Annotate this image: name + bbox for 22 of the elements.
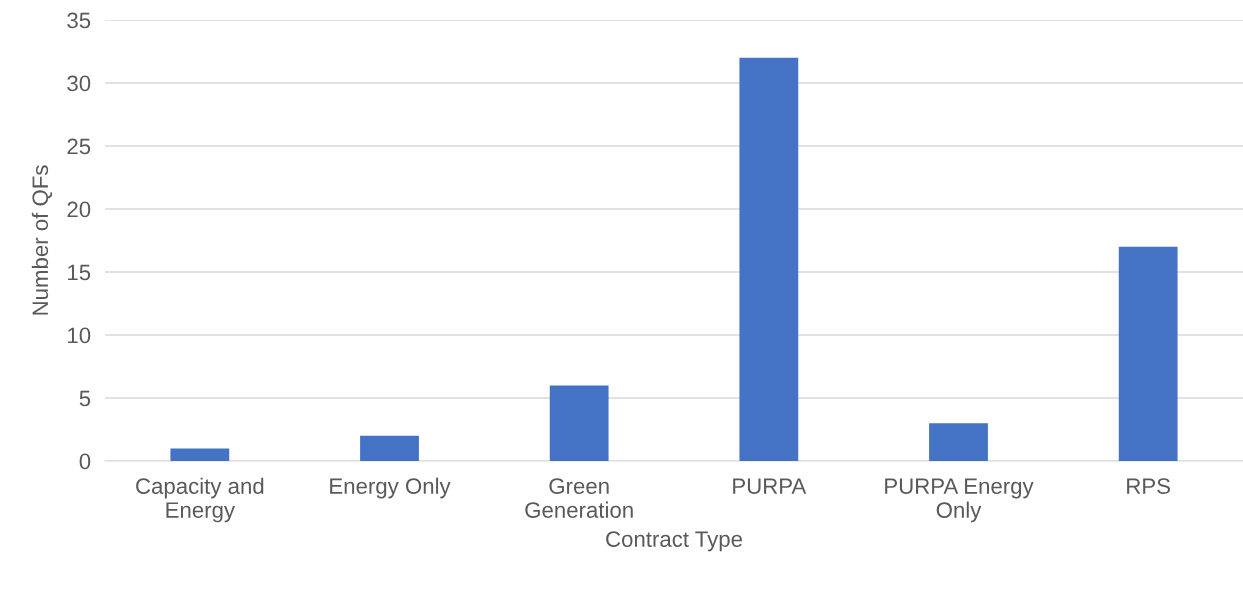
y-tick-label: 5 bbox=[79, 390, 91, 407]
bar bbox=[1118, 246, 1178, 461]
y-tick-label: 25 bbox=[67, 138, 91, 155]
y-tick-label: 35 bbox=[67, 12, 91, 29]
x-tick-label: PURPA Energy Only bbox=[885, 478, 1034, 523]
bar bbox=[170, 448, 230, 461]
x-tick-label: Energy Only bbox=[330, 477, 451, 499]
bar bbox=[549, 385, 609, 461]
x-tick-label: PURPA bbox=[733, 478, 807, 494]
x-tick-label: Green Generation bbox=[525, 478, 633, 518]
y-tick-label: 20 bbox=[67, 201, 91, 218]
y-tick-label: 15 bbox=[68, 264, 91, 281]
x-axis-title: Contract Type bbox=[606, 531, 742, 552]
y-axis-title: Number of QFs bbox=[31, 165, 53, 315]
y-tick-label: 0 bbox=[79, 453, 91, 470]
bar bbox=[360, 435, 419, 461]
bar bbox=[739, 57, 799, 461]
x-tick-label: Capacity and Energy bbox=[136, 477, 264, 523]
y-tick-label: 30 bbox=[67, 75, 91, 92]
bar bbox=[929, 423, 988, 461]
y-tick-label: 10 bbox=[68, 327, 91, 344]
x-tick-label: RPS bbox=[1127, 478, 1170, 494]
